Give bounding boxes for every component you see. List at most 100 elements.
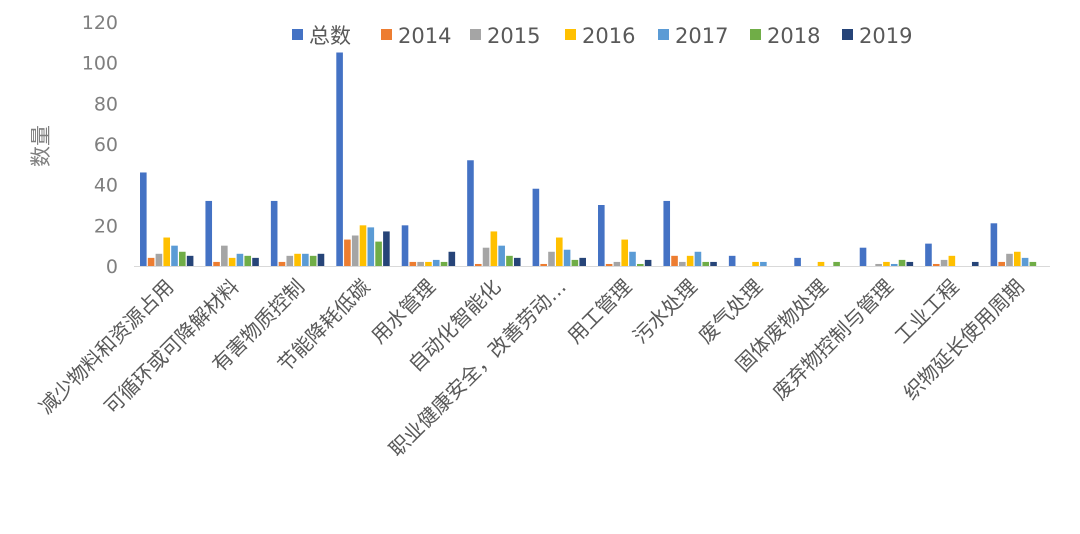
- bar: [563, 249, 571, 266]
- bar: [679, 261, 686, 266]
- bar: [833, 261, 840, 266]
- bar: [906, 261, 914, 266]
- y-tick-label: 100: [82, 53, 118, 75]
- category-label: 用工管理: [563, 275, 637, 349]
- bar: [663, 200, 671, 266]
- bar: [925, 243, 932, 266]
- bar: [244, 255, 252, 266]
- legend-label: 2017: [675, 24, 728, 48]
- bar: [875, 263, 882, 266]
- y-tick-label: 80: [94, 93, 118, 115]
- y-axis-title: 数量: [29, 125, 53, 167]
- bar: [482, 247, 490, 266]
- bar: [467, 160, 474, 266]
- bar: [702, 261, 710, 266]
- legend-swatch: [565, 29, 576, 40]
- bar: [710, 261, 717, 266]
- legend-swatch: [658, 29, 669, 40]
- bar: [221, 245, 228, 266]
- bar: [1006, 253, 1013, 266]
- y-tick-label: 120: [82, 12, 118, 34]
- bar: [728, 255, 736, 266]
- legend-label: 2018: [767, 24, 820, 48]
- bar: [898, 259, 906, 266]
- bar: [302, 253, 309, 266]
- bar: [367, 227, 375, 266]
- bar: [752, 261, 759, 266]
- bar: [613, 261, 621, 266]
- bar: [1013, 251, 1021, 266]
- bar: [637, 263, 644, 266]
- bar: [998, 261, 1005, 266]
- bar: [252, 257, 259, 266]
- bar: [278, 261, 286, 266]
- bar: [506, 255, 513, 266]
- bar: [490, 231, 498, 266]
- legend-label: 2014: [398, 24, 451, 48]
- bar: [671, 255, 678, 266]
- bar: [686, 255, 694, 266]
- legend-label: 2019: [859, 24, 912, 48]
- legend-swatch: [292, 29, 303, 40]
- bar: [621, 239, 629, 266]
- bar: [940, 259, 948, 266]
- bar: [548, 251, 555, 266]
- bar: [498, 245, 505, 266]
- bars: [140, 52, 1037, 266]
- bar: [605, 263, 613, 266]
- bar: [432, 259, 440, 266]
- legend-swatch: [750, 29, 761, 40]
- bar: [309, 255, 317, 266]
- bar: [344, 239, 351, 266]
- bar: [417, 261, 424, 266]
- legend-swatch: [470, 29, 481, 40]
- legend-label: 2016: [582, 24, 635, 48]
- bar: [474, 263, 482, 266]
- legend-label: 总数: [309, 24, 351, 48]
- y-tick-label: 20: [94, 215, 118, 237]
- bar: [359, 225, 367, 266]
- bar: [375, 241, 382, 266]
- y-tick-label: 60: [94, 134, 118, 156]
- category-label: 废弃物控制与管理: [768, 275, 898, 405]
- legend-label: 2015: [487, 24, 540, 48]
- bar: [1021, 257, 1029, 266]
- bar: [383, 231, 390, 266]
- bar: [425, 261, 432, 266]
- y-axis-ticks: 0 20 40 60 80 100 120: [82, 12, 118, 278]
- bar: [540, 263, 547, 266]
- bar: [351, 235, 359, 266]
- bar: [140, 172, 147, 266]
- bar: [409, 261, 417, 266]
- bar: [598, 205, 605, 266]
- bar: [694, 251, 702, 266]
- bar: [859, 247, 867, 266]
- legend-swatch: [381, 29, 392, 40]
- bar: [760, 261, 767, 266]
- bar: [440, 261, 448, 266]
- bar: [213, 261, 220, 266]
- bar: [270, 200, 278, 266]
- bar: [513, 257, 521, 266]
- bar: [948, 255, 956, 266]
- bar: [794, 257, 801, 266]
- bar: [971, 261, 979, 266]
- bar: [286, 255, 294, 266]
- bar: [1029, 261, 1037, 266]
- bar: [883, 261, 890, 266]
- bar: [205, 200, 213, 266]
- bar: [155, 253, 163, 266]
- bar: [629, 251, 636, 266]
- bar: [990, 223, 998, 266]
- bar: [294, 253, 301, 266]
- bar: [401, 225, 409, 266]
- y-tick-label: 0: [106, 256, 118, 278]
- y-tick-label: 40: [94, 175, 118, 197]
- bar: [317, 253, 325, 266]
- bar: [448, 251, 456, 266]
- bar: [336, 52, 343, 266]
- bar: [163, 237, 171, 266]
- category-label: 织物延长使用周期: [899, 275, 1029, 405]
- legend-swatch: [842, 29, 853, 40]
